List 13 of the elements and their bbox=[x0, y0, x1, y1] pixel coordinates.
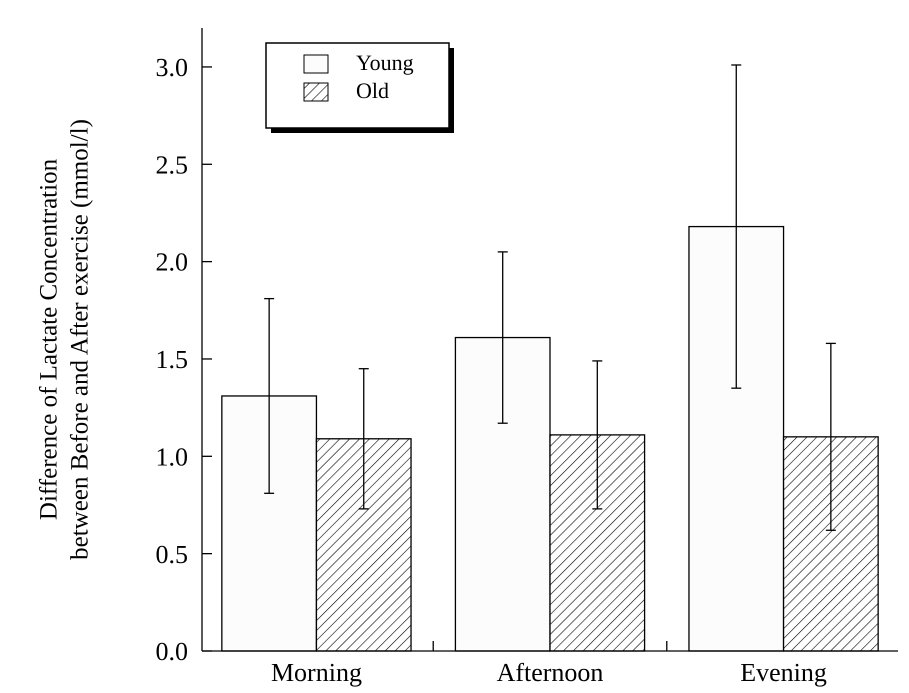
y-tick-label: 0.0 bbox=[156, 637, 188, 666]
y-tick-label: 1.0 bbox=[156, 442, 188, 472]
y-axis-title: Difference of Lactate Concentration between Before and After exercise (mmol/l) bbox=[36, 119, 94, 560]
legend-label: Old bbox=[356, 78, 389, 103]
y-tick-label: 0.5 bbox=[156, 540, 188, 569]
legend-label: Young bbox=[356, 50, 414, 75]
y-tick-label: 2.5 bbox=[156, 150, 188, 180]
x-tick-label: Afternoon bbox=[496, 658, 604, 687]
y-tick-label: 2.0 bbox=[156, 248, 188, 277]
y-tick-label: 3.0 bbox=[156, 53, 188, 82]
y-tick-label: 1.5 bbox=[156, 345, 188, 374]
x-tick-label: Morning bbox=[270, 658, 362, 687]
x-tick-label: Evening bbox=[740, 658, 827, 687]
